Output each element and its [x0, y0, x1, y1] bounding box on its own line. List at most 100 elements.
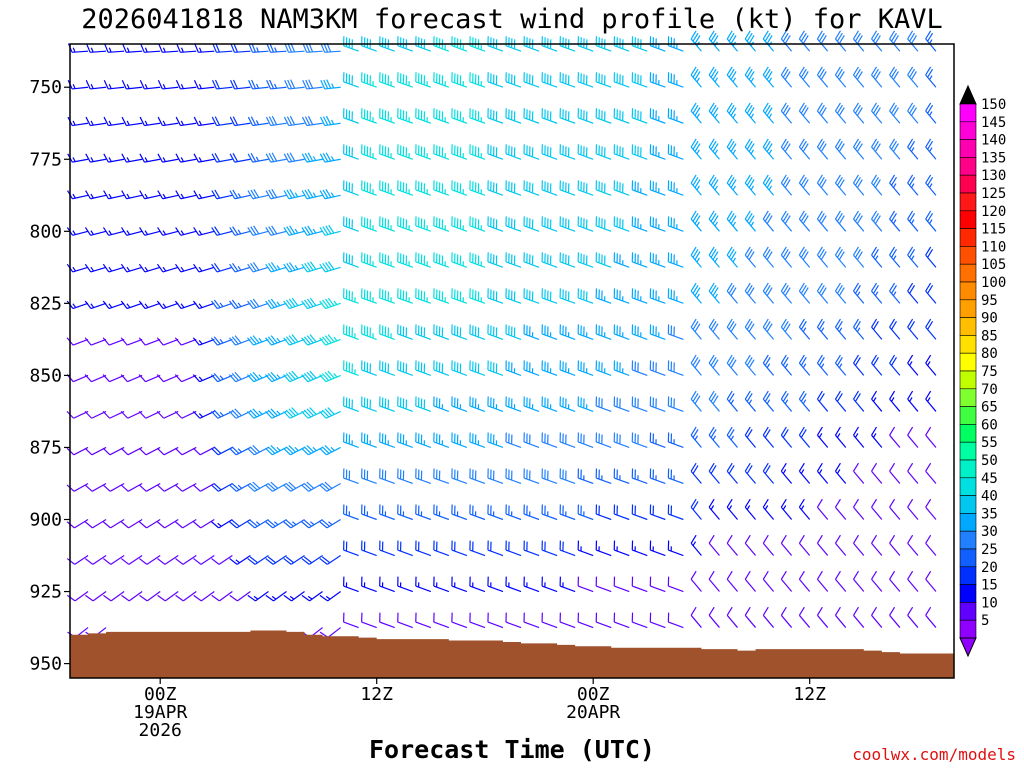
barb-feather: [267, 556, 277, 564]
wind-barb: [120, 410, 143, 419]
barb-feather: [330, 156, 335, 161]
wind-barb: [120, 337, 143, 346]
barb-feather: [285, 409, 294, 418]
barb-staff: [163, 338, 179, 346]
barb-feather: [90, 157, 94, 162]
colorbar-cell: [959, 192, 977, 212]
barb-feather: [198, 230, 203, 235]
wind-barb: [631, 216, 648, 232]
wind-barb: [613, 288, 630, 304]
wind-barb: [925, 318, 937, 340]
wind-barb: [834, 318, 847, 340]
wind-barb: [613, 540, 630, 557]
barb-staff: [92, 591, 107, 602]
barb-staff: [907, 578, 919, 592]
colorbar-label: 125: [981, 186, 1006, 202]
barb-feather: [84, 337, 92, 346]
barb-feather: [198, 266, 203, 272]
wind-barb: [762, 282, 775, 304]
wind-barb: [451, 216, 468, 232]
barb-feather: [269, 43, 275, 53]
wind-barb: [319, 224, 341, 236]
wind-barb: [301, 444, 323, 456]
wind-barb: [379, 108, 395, 124]
wind-barb: [853, 138, 865, 160]
barb-feather: [798, 246, 805, 256]
barb-staff: [433, 621, 450, 629]
barb-staff: [91, 482, 107, 492]
wind-barb: [139, 555, 161, 565]
barb-feather: [836, 248, 843, 258]
barb-feather: [889, 138, 896, 148]
barb-feather: [285, 519, 294, 527]
barb-feather: [102, 300, 110, 309]
barb-feather: [708, 390, 715, 400]
barb-feather: [192, 447, 201, 456]
wind-barb: [907, 570, 919, 592]
barb-staff: [853, 542, 865, 556]
barb-feather: [291, 334, 299, 343]
wind-barb: [541, 108, 558, 124]
barb-feather: [285, 336, 293, 345]
wind-barb: [487, 144, 504, 160]
barb-feather: [910, 107, 917, 116]
colorbar-label: 75: [981, 364, 998, 380]
barb-feather: [728, 212, 735, 222]
barb-feather: [301, 410, 309, 419]
barb-feather: [766, 107, 773, 116]
barb-feather: [193, 190, 200, 200]
barb-feather: [84, 300, 92, 309]
barb-feather: [871, 570, 878, 580]
barb-feather: [276, 410, 281, 415]
barb-feather: [175, 594, 184, 602]
wind-barb: [871, 462, 883, 484]
barb-feather: [283, 484, 291, 492]
barb-feather: [782, 248, 789, 258]
barb-feather: [289, 225, 296, 235]
wind-barb: [301, 334, 323, 346]
barb-staff: [816, 578, 829, 592]
barb-feather: [762, 174, 769, 184]
barb-feather: [287, 43, 293, 53]
barb-staff: [871, 614, 883, 628]
wind-barb: [631, 540, 648, 557]
wind-barb: [631, 180, 648, 196]
barb-staff: [871, 542, 883, 556]
barb-feather: [90, 84, 94, 89]
wind-barb: [361, 576, 377, 593]
barb-feather: [802, 327, 807, 333]
barb-feather: [889, 66, 896, 76]
wind-barb: [816, 498, 829, 520]
wind-barb: [708, 174, 720, 196]
wind-barb: [649, 180, 666, 196]
barb-feather: [213, 409, 222, 418]
wind-barb: [834, 210, 847, 232]
barb-feather: [247, 190, 254, 200]
wind-barb: [613, 108, 630, 124]
wind-barb: [853, 66, 865, 88]
barb-feather: [302, 43, 308, 53]
barb-feather: [126, 266, 131, 272]
wind-barb: [397, 432, 413, 449]
barb-feather: [925, 30, 932, 40]
barb-feather: [818, 357, 825, 366]
barb-feather: [816, 498, 823, 508]
wind-barb: [301, 370, 323, 383]
wind-barb: [726, 570, 738, 592]
barb-feather: [229, 484, 237, 492]
wind-barb: [690, 390, 702, 412]
barb-staff: [708, 542, 720, 556]
wind-barb: [834, 174, 847, 196]
barb-feather: [120, 558, 130, 565]
barb-feather: [232, 189, 239, 199]
wind-barb: [320, 79, 341, 90]
barb-feather: [108, 230, 113, 235]
barb-feather: [283, 190, 290, 200]
barb-staff: [182, 591, 197, 602]
barb-feather: [234, 408, 242, 417]
wind-barb: [708, 570, 720, 592]
barb-feather: [891, 32, 897, 42]
barb-feather: [780, 318, 787, 328]
barb-feather: [820, 287, 827, 297]
barb-feather: [229, 116, 236, 126]
